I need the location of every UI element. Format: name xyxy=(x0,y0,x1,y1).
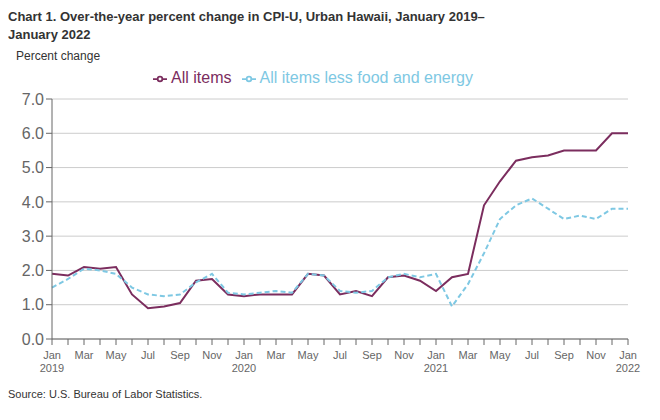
svg-text:Jul: Jul xyxy=(333,349,347,361)
svg-text:6.0: 6.0 xyxy=(22,125,44,142)
svg-text:4.0: 4.0 xyxy=(22,194,44,211)
html-text:All items: All items xyxy=(171,69,232,86)
html-text:Chart 1. Over-the-year percent: Chart 1. Over-the-year percent change in… xyxy=(8,9,485,24)
svg-text:Nov: Nov xyxy=(202,349,222,361)
svg-text:Jan2020: Jan2020 xyxy=(232,349,256,374)
html-text:January 2022: January 2022 xyxy=(8,27,91,42)
svg-text:Mar: Mar xyxy=(459,349,478,361)
svg-text:Sep: Sep xyxy=(362,349,382,361)
svg-text:Jan2019: Jan2019 xyxy=(40,349,64,374)
svg-text:Sep: Sep xyxy=(170,349,190,361)
svg-text:Nov: Nov xyxy=(586,349,606,361)
html-text:Percent change: Percent change xyxy=(16,49,101,63)
svg-text:Sep: Sep xyxy=(554,349,574,361)
svg-text:Jan2022: Jan2022 xyxy=(616,349,640,374)
svg-text:3.0: 3.0 xyxy=(22,228,44,245)
svg-text:5.0: 5.0 xyxy=(22,159,44,176)
html-text:All items less food and energy: All items less food and energy xyxy=(259,69,473,86)
svg-text:2.0: 2.0 xyxy=(22,262,44,279)
svg-text:Nov: Nov xyxy=(394,349,414,361)
svg-text:0.0: 0.0 xyxy=(22,331,44,348)
svg-text:May: May xyxy=(490,349,511,361)
svg-text:Mar: Mar xyxy=(75,349,94,361)
svg-text:7.0: 7.0 xyxy=(22,91,44,108)
svg-text:May: May xyxy=(106,349,127,361)
svg-text:Jul: Jul xyxy=(141,349,155,361)
svg-text:1.0: 1.0 xyxy=(22,296,44,313)
svg-text:Jul: Jul xyxy=(525,349,539,361)
html-text:Source: U.S. Bureau of Labor S: Source: U.S. Bureau of Labor Statistics. xyxy=(8,388,203,400)
svg-text:May: May xyxy=(298,349,319,361)
svg-text:Mar: Mar xyxy=(267,349,286,361)
svg-text:Jan2021: Jan2021 xyxy=(424,349,448,374)
